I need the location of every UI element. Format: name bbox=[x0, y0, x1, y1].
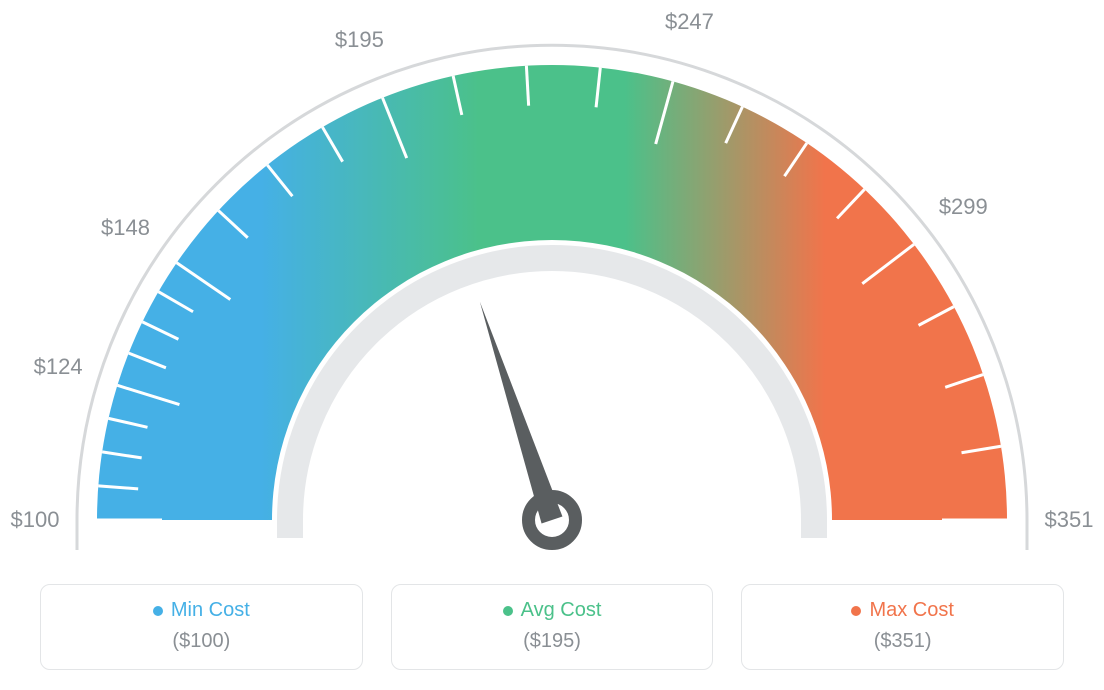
min-cost-value: ($100) bbox=[51, 630, 352, 653]
gauge-svg bbox=[0, 0, 1104, 560]
max-cost-dot-icon bbox=[851, 606, 861, 616]
max-cost-value: ($351) bbox=[752, 630, 1053, 653]
tick-label: $148 bbox=[101, 215, 150, 241]
tick-label: $195 bbox=[335, 27, 384, 53]
avg-cost-card: Avg Cost ($195) bbox=[391, 584, 714, 670]
tick-label: $351 bbox=[1045, 507, 1094, 533]
gauge-arc bbox=[97, 65, 1007, 520]
avg-cost-dot-icon bbox=[503, 606, 513, 616]
min-cost-title-text: Min Cost bbox=[171, 599, 250, 622]
min-cost-title: Min Cost bbox=[153, 599, 250, 622]
avg-cost-value: ($195) bbox=[402, 630, 703, 653]
gauge-container: $100 $124 $148 $195 $247 $299 $351 bbox=[0, 0, 1104, 540]
min-cost-card: Min Cost ($100) bbox=[40, 584, 363, 670]
tick-label: $100 bbox=[11, 507, 60, 533]
cost-cards-row: Min Cost ($100) Avg Cost ($195) Max Cost… bbox=[40, 584, 1064, 670]
tick-label: $247 bbox=[665, 9, 714, 35]
max-cost-card: Max Cost ($351) bbox=[741, 584, 1064, 670]
max-cost-title-text: Max Cost bbox=[869, 599, 953, 622]
max-cost-title: Max Cost bbox=[851, 599, 953, 622]
tick-label: $299 bbox=[939, 194, 988, 220]
avg-cost-title: Avg Cost bbox=[503, 599, 602, 622]
min-cost-dot-icon bbox=[153, 606, 163, 616]
avg-cost-title-text: Avg Cost bbox=[521, 599, 602, 622]
tick-label: $124 bbox=[34, 354, 83, 380]
